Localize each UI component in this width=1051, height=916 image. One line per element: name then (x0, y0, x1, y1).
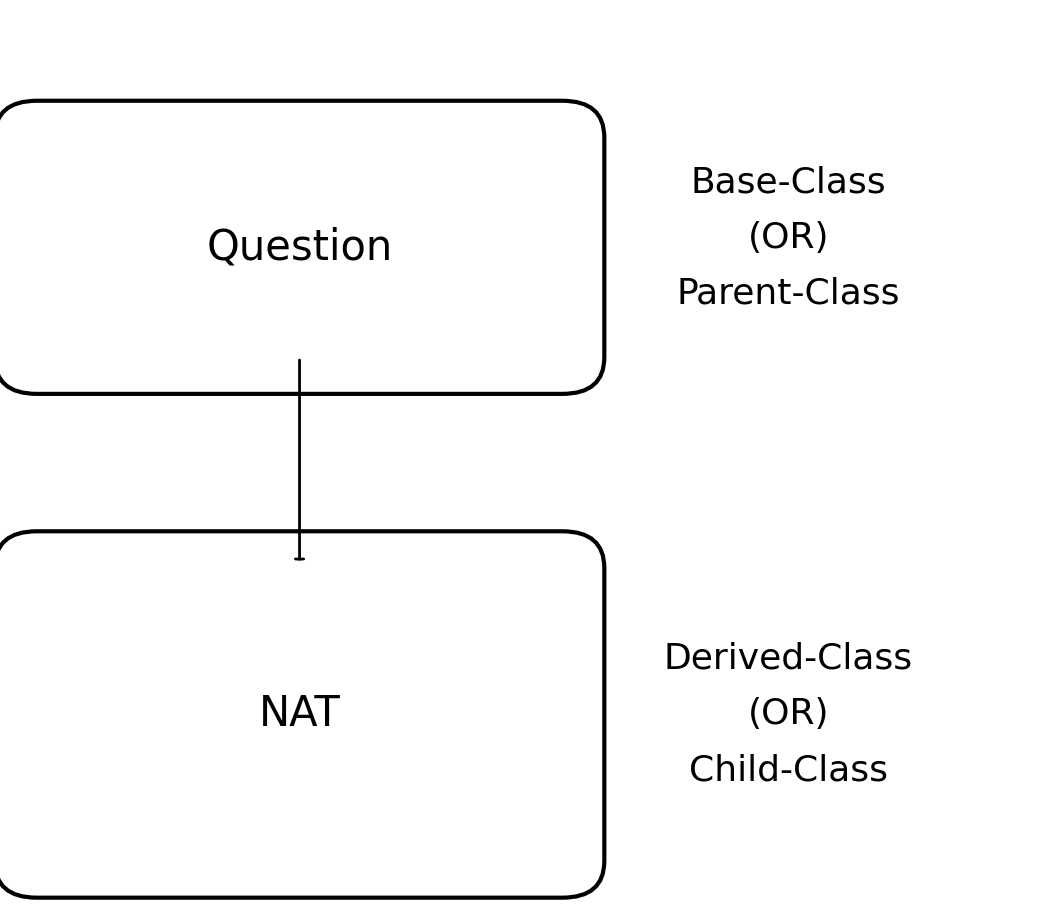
Text: Question: Question (206, 226, 393, 268)
FancyBboxPatch shape (0, 101, 604, 394)
Text: NAT: NAT (259, 693, 341, 736)
FancyBboxPatch shape (0, 531, 604, 898)
Text: Base-Class
(OR)
Parent-Class: Base-Class (OR) Parent-Class (677, 166, 900, 311)
Text: Derived-Class
(OR)
Child-Class: Derived-Class (OR) Child-Class (663, 642, 913, 787)
